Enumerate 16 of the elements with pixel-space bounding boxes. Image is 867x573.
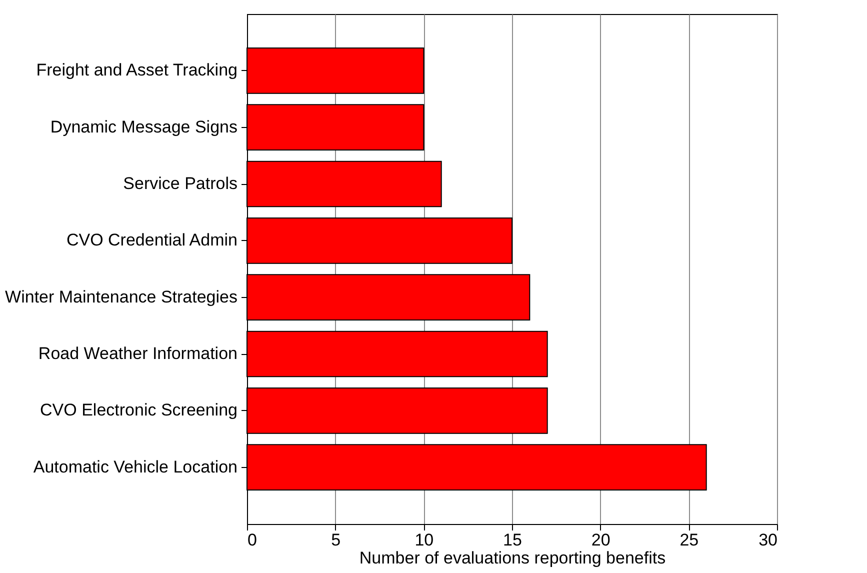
y-tick-label: Freight and Asset Tracking [36,60,238,80]
y-tick-label: Dynamic Message Signs [50,117,238,136]
y-tick-label: Road Weather Information [38,344,238,363]
x-tick-label: 15 [503,530,522,550]
y-tick-label: CVO Credential Admin [66,230,238,250]
x-tick-label: 5 [331,530,341,550]
x-axis-title: Number of evaluations reporting benefits [359,548,666,568]
x-tick-label: 20 [591,530,610,550]
x-tick-label: 10 [414,530,434,550]
x-tick-label: 25 [680,530,699,550]
y-tick-label: Service Patrols [123,174,238,193]
y-tick-label: Winter Maintenance Strategies [5,287,238,306]
y-tick-label: Automatic Vehicle Location [33,457,238,476]
x-tick-label: 0 [248,530,257,550]
x-tick-label: 30 [758,530,778,550]
y-tick-label: CVO Electronic Screening [40,400,238,420]
